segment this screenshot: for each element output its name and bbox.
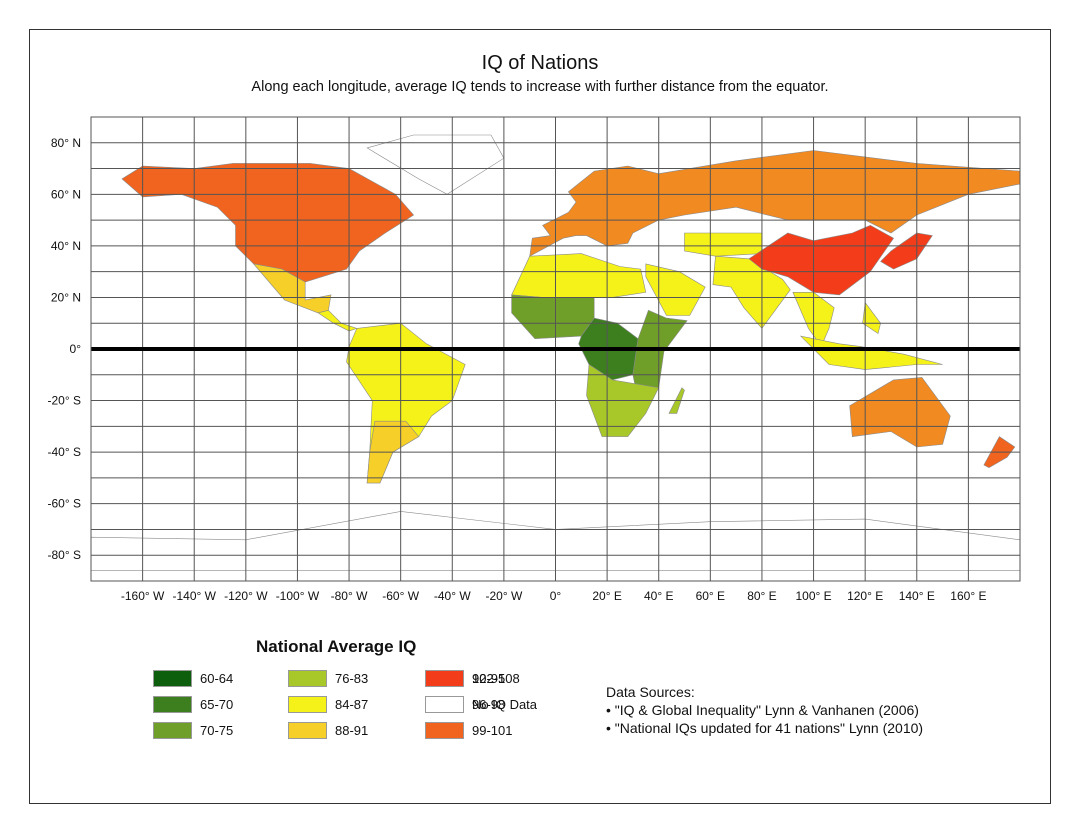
region-mexico	[252, 263, 332, 314]
lat-tick-label: -60° S	[48, 497, 81, 511]
legend-item: 76-83	[288, 668, 368, 688]
lon-tick-label: 140° E	[899, 589, 935, 603]
legend-label: 92-95	[472, 670, 506, 686]
legend: 60-64 65-70 70-75 76-83 84-87 88-91 92-95 96-98…	[153, 668, 573, 748]
legend-item: No IQ Data	[425, 694, 537, 714]
region-japan-korea	[880, 232, 933, 270]
region-indonesia	[799, 335, 943, 370]
legend-label: 84-87	[335, 696, 369, 712]
lat-tick-label: 80° N	[51, 136, 81, 150]
legend-item: 84-87	[288, 694, 368, 714]
lon-tick-label: -140° W	[172, 589, 216, 603]
lon-tick-label: -60° W	[382, 589, 419, 603]
source-line-2: • "National IQs updated for 41 nations" …	[606, 720, 924, 736]
map-subtitle: Along each longitude, average IQ tends t…	[251, 79, 829, 95]
lat-tick-label: 40° N	[51, 239, 81, 253]
legend-swatch	[425, 721, 464, 739]
region-central-america	[317, 309, 358, 332]
legend-swatch	[288, 669, 327, 687]
map-title: IQ of Nations	[481, 52, 599, 74]
legend-label: 102-108	[472, 670, 520, 686]
legend-title: National Average IQ	[256, 637, 417, 656]
legend-swatch	[288, 695, 327, 713]
legend-swatch	[425, 695, 464, 713]
lon-tick-label: 80° E	[747, 589, 776, 603]
region-east-asia	[748, 224, 895, 296]
legend-swatch	[153, 669, 192, 687]
region-europe	[529, 165, 660, 257]
region-central-asia	[684, 232, 763, 257]
lon-tick-label: -160° W	[121, 589, 165, 603]
lat-tick-label: 60° N	[51, 187, 81, 201]
legend-label: No IQ Data	[472, 696, 538, 712]
lat-tick-label: 0°	[70, 342, 82, 356]
sources-heading: Data Sources:	[606, 684, 695, 700]
lat-tick-label: -80° S	[48, 548, 81, 562]
legend-item: 102-108	[425, 668, 520, 688]
region-north-africa	[511, 253, 647, 298]
legend-item: 99-101	[425, 720, 512, 740]
graticule	[90, 116, 1021, 582]
lon-tick-label: 160° E	[950, 589, 986, 603]
lon-tick-label: 20° E	[592, 589, 621, 603]
region-russia	[658, 150, 1021, 234]
legend-label: 88-91	[335, 722, 369, 738]
legend-label: 60-64	[200, 670, 234, 686]
region-north-america	[121, 163, 415, 283]
source-line-1: • "IQ & Global Inequality" Lynn & Vanhan…	[606, 702, 919, 718]
legend-item: 70-75	[153, 720, 233, 740]
legend-label: 96-98	[472, 696, 506, 712]
data-sources: Data Sources: • "IQ & Global Inequality"…	[606, 683, 923, 737]
legend-label: 99-101	[472, 722, 513, 738]
lon-tick-label: -80° W	[331, 589, 368, 603]
axis-ticks: 80° N 60° N 40° N 20° N 0° -20° S -40° S -60° S…	[48, 136, 987, 603]
lon-tick-label: 100° E	[795, 589, 831, 603]
legend-label: 65-70	[200, 696, 234, 712]
legend-label: 70-75	[200, 722, 234, 738]
lon-tick-label: -120° W	[224, 589, 268, 603]
legend-swatch	[153, 721, 192, 739]
lon-tick-label: 120° E	[847, 589, 883, 603]
lat-tick-label: -40° S	[48, 445, 81, 459]
lon-tick-label: -20° W	[485, 589, 522, 603]
legend-swatch	[288, 721, 327, 739]
legend-swatch	[153, 695, 192, 713]
lat-tick-label: -20° S	[48, 394, 81, 408]
legend-swatch	[425, 669, 464, 687]
legend-label: 76-83	[335, 670, 369, 686]
lon-tick-label: -40° W	[434, 589, 471, 603]
legend-item: 88-91	[288, 720, 368, 740]
lon-tick-label: 60° E	[696, 589, 725, 603]
region-greenland	[366, 134, 505, 195]
region-philippines	[862, 301, 881, 334]
lon-tick-label: -100° W	[276, 589, 320, 603]
legend-item: 65-70	[153, 694, 233, 714]
lon-tick-label: 40° E	[644, 589, 673, 603]
region-west-africa	[511, 294, 595, 340]
figure-frame	[29, 29, 1051, 804]
lon-tick-label: 0°	[550, 589, 562, 603]
lat-tick-label: 20° N	[51, 290, 81, 304]
legend-item: 60-64	[153, 668, 233, 688]
